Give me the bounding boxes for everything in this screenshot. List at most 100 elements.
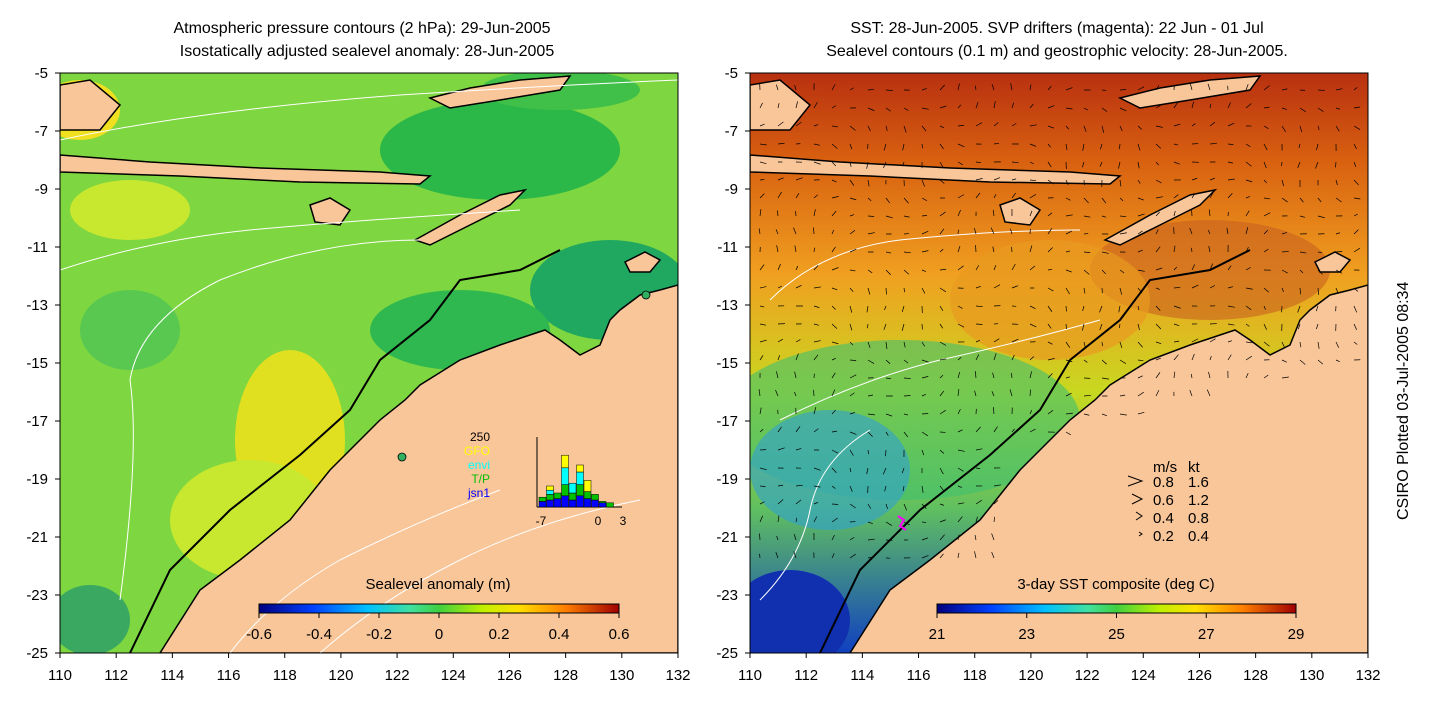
- inset-bar-envi: [546, 489, 554, 495]
- velocity-arrow: [883, 161, 887, 169]
- velocity-arrow: [759, 209, 762, 217]
- velocity-arrow: [921, 431, 929, 437]
- velocity-arrow: [759, 102, 763, 109]
- velocity-arrow: [777, 191, 782, 199]
- left-shelf-contour: [129, 249, 561, 653]
- velocity-arrow: [1029, 323, 1037, 328]
- velocity-arrow: [1281, 269, 1288, 274]
- velocity-arrow: [1353, 323, 1357, 330]
- velocity-arrow: [795, 121, 802, 127]
- velocity-arrow: [957, 356, 962, 361]
- velocity-arrow: [831, 341, 839, 345]
- right-lon-tick-label: 128: [1243, 667, 1268, 684]
- velocity-arrow: [813, 428, 819, 433]
- velocity-arrow: [1173, 266, 1178, 271]
- velocity-arrow: [1137, 213, 1145, 217]
- velocity-arrow: [1101, 197, 1107, 204]
- velocity-arrow: [849, 179, 855, 186]
- velocity-arrow: [1083, 251, 1091, 253]
- velocity-arrow: [993, 194, 997, 199]
- velocity-arrow: [813, 265, 819, 271]
- velocity-arrow: [775, 552, 779, 559]
- velocity-arrow: [1245, 161, 1252, 167]
- velocity-arrow: [1315, 161, 1319, 169]
- colorbar-tick-label: 21: [929, 626, 946, 643]
- left-lon-tick-label: 118: [273, 667, 297, 684]
- velocity-arrow: [759, 193, 765, 199]
- velocity-arrow: [1010, 83, 1013, 91]
- velocity-arrow: [795, 484, 803, 487]
- velocity-arrow: [867, 556, 875, 559]
- velocity-arrow: [794, 85, 797, 91]
- velocity-arrow: [777, 499, 784, 505]
- inset-bar-tp: [553, 492, 562, 499]
- velocity-arrow: [992, 246, 995, 253]
- velocity-arrow: [867, 341, 871, 348]
- velocity-arrow: [1083, 394, 1091, 397]
- velocity-arrow: [831, 267, 839, 271]
- velocity-arrow: [1335, 269, 1343, 274]
- velocity-arrow: [975, 340, 981, 343]
- velocity-arrow: [885, 413, 893, 417]
- velocity-arrow: [759, 143, 767, 146]
- colorbar-tick-label: 25: [1108, 626, 1125, 643]
- velocity-arrow: [921, 485, 924, 493]
- velocity-arrow: [1047, 161, 1052, 168]
- velocity-arrow: [1029, 103, 1034, 109]
- velocity-arrow: [1173, 354, 1179, 361]
- velocity-arrow: [939, 105, 947, 109]
- velocity-arrow: [1281, 250, 1289, 253]
- velocity-arrow: [1281, 107, 1287, 110]
- velocity-arrow: [1209, 263, 1213, 271]
- velocity-arrow: [795, 285, 802, 289]
- velocity-arrow: [1119, 143, 1121, 150]
- velocity-arrow: [1297, 305, 1301, 313]
- velocity-arrow: [849, 536, 855, 541]
- velocity-arrow: [939, 305, 944, 311]
- inset-legend-gfo: GFO: [464, 444, 490, 458]
- velocity-arrow: [867, 449, 869, 455]
- velocity-arrow: [901, 467, 905, 474]
- velocity-arrow: [1047, 358, 1055, 361]
- velocity-arrow: [1245, 341, 1253, 344]
- velocity-arrow: [992, 372, 995, 379]
- velocity-arrow: [1029, 143, 1037, 147]
- velocity-arrow: [777, 515, 780, 523]
- velocity-arrow: [775, 84, 779, 91]
- right-map: [750, 73, 1368, 653]
- velocity-arrow: [1119, 179, 1122, 187]
- velocity-arrow: [1263, 374, 1269, 379]
- velocity-arrow: [1226, 227, 1229, 235]
- velocity-arrow: [1083, 269, 1090, 275]
- velocity-arrow: [1011, 178, 1017, 181]
- left-land-timor: [413, 188, 528, 246]
- inset-bar-jsn1: [561, 495, 569, 508]
- velocity-arrow: [1335, 161, 1337, 168]
- right-lon-tick-label: 116: [907, 667, 931, 684]
- velocity-arrow: [1137, 305, 1140, 311]
- velocity-arrow: [775, 389, 779, 397]
- speed-arrow-0.2: [1138, 531, 1143, 537]
- right-lat-tick-label: -23: [716, 587, 738, 604]
- velocity-arrow: [991, 551, 995, 559]
- velocity-arrow: [1353, 305, 1358, 313]
- velocity-arrow: [901, 305, 905, 313]
- velocity-arrow: [1317, 107, 1324, 112]
- velocity-arrow: [831, 553, 835, 559]
- velocity-arrow: [1353, 106, 1361, 109]
- velocity-arrow: [831, 196, 839, 199]
- velocity-arrow: [975, 448, 983, 451]
- velocity-arrow: [1119, 125, 1123, 132]
- right-lon-tick-label: 122: [1075, 667, 1100, 684]
- velocity-arrow: [1281, 179, 1285, 187]
- left-lon-tick-label: 112: [104, 667, 128, 684]
- right-lat-tick-label: -21: [716, 529, 738, 546]
- velocity-arrow: [1083, 341, 1086, 349]
- velocity-arrow: [777, 338, 783, 343]
- velocity-arrow: [1119, 269, 1125, 274]
- velocity-arrow: [831, 389, 836, 397]
- velocity-arrow: [849, 485, 853, 492]
- velocity-arrow: [885, 521, 893, 526]
- velocity-arrow: [974, 371, 977, 379]
- velocity-arrow: [957, 516, 963, 523]
